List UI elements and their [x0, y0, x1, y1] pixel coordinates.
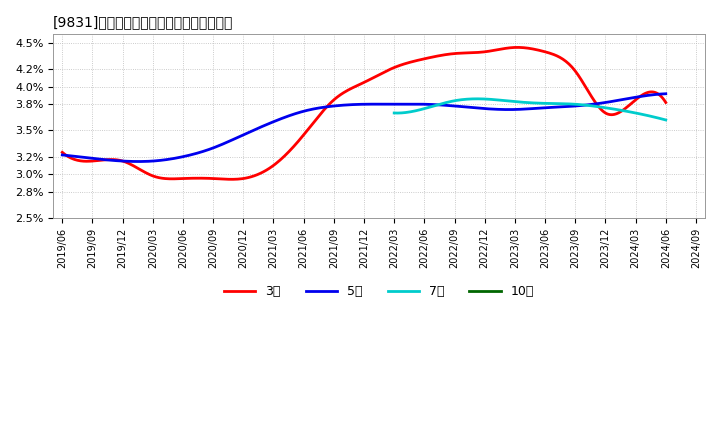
Line: 3年: 3年	[62, 48, 666, 180]
5年	[256, 125, 265, 130]
3年	[130, 164, 139, 169]
5年	[134, 159, 143, 164]
5年	[58, 152, 66, 158]
3年	[498, 46, 507, 51]
3年	[299, 133, 307, 139]
5年	[662, 91, 670, 96]
3年	[662, 100, 670, 105]
3年	[58, 150, 66, 155]
5年	[495, 107, 504, 112]
7年	[390, 110, 398, 116]
7年	[562, 101, 570, 106]
5年	[439, 103, 448, 108]
Legend: 3年, 5年, 7年, 10年: 3年, 5年, 7年, 10年	[219, 280, 539, 303]
5年	[498, 107, 507, 112]
3年	[256, 171, 265, 176]
Line: 5年: 5年	[62, 94, 666, 161]
3年	[439, 52, 448, 58]
7年	[662, 117, 670, 123]
3年	[513, 45, 522, 50]
7年	[479, 96, 487, 102]
7年	[473, 96, 482, 102]
Text: [9831]　経常利益マージンの平均値の推移: [9831] 経常利益マージンの平均値の推移	[53, 15, 233, 29]
3年	[228, 177, 236, 182]
Line: 7年: 7年	[394, 99, 666, 120]
7年	[587, 103, 595, 108]
3年	[495, 47, 504, 52]
7年	[498, 98, 507, 103]
5年	[130, 159, 139, 164]
5年	[299, 109, 307, 114]
7年	[423, 105, 431, 110]
7年	[588, 103, 597, 109]
